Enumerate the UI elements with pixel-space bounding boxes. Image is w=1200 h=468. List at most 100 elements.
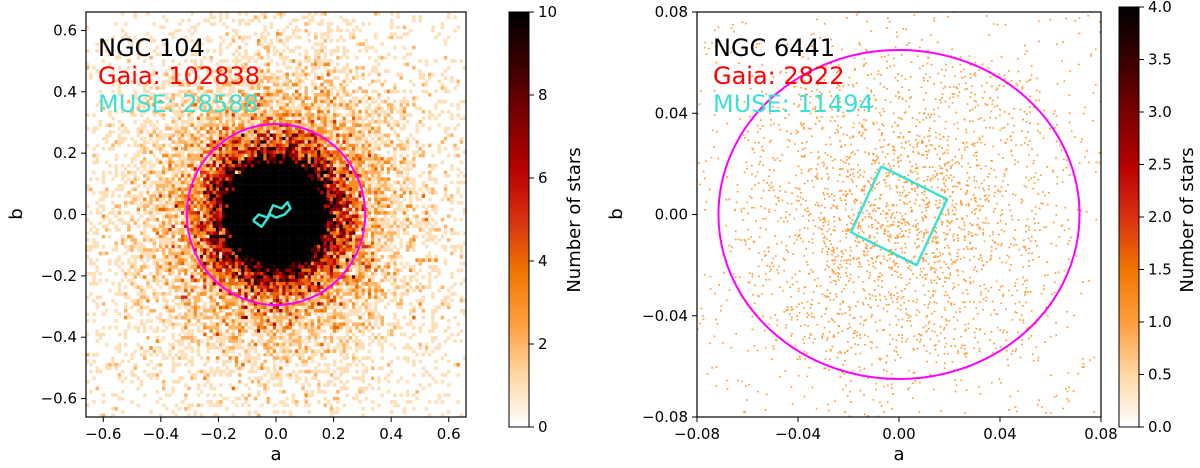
ngc104-density-bin [120, 369, 125, 374]
ngc104-density-bin [152, 170, 156, 175]
ngc104-density-bin [282, 251, 286, 256]
ngc104-density-bin [209, 184, 213, 188]
ngc104-density-bin [247, 376, 251, 381]
ngc104-density-bin [155, 298, 160, 303]
ngc104-density-bin [190, 167, 194, 171]
ngc104-density-bin [244, 383, 248, 387]
ngc104-density-bin [310, 18, 315, 23]
ngc104-density-bin [124, 292, 128, 296]
ngc104-density-bin [295, 268, 299, 273]
ngc104-density-bin [152, 103, 156, 107]
ngc104-density-bin [98, 271, 103, 276]
ngc104-density-bin [247, 393, 251, 398]
ngc104-density-bin [127, 248, 131, 252]
ngc104-density-bin [257, 295, 261, 300]
ngc104-density-bin [184, 147, 188, 151]
ngc104-density-bin [130, 379, 134, 384]
ngc104-density-bin [244, 187, 248, 192]
ngc104-density-bin [209, 103, 213, 107]
ngc104-density-bin [158, 150, 163, 155]
ngc104-density-bin [114, 167, 118, 171]
ngc104-density-bin [212, 261, 217, 266]
ngc104-density-bin [206, 180, 210, 185]
ngc104-density-bin [250, 278, 255, 283]
ngc104-density-bin [247, 221, 251, 225]
ngc104-density-bin [310, 282, 315, 286]
ngc104-density-bin [130, 106, 134, 111]
ngc104-density-bin [310, 369, 315, 374]
ngc104-density-bin [266, 93, 270, 97]
ngc104-density-bin [269, 72, 274, 77]
ngc104-density-bin [152, 224, 156, 229]
ngc104-density-bin [317, 309, 321, 313]
ngc104-density-bin [158, 204, 163, 209]
ngc104-density-bin [184, 238, 188, 242]
ngc104-density-bin [295, 177, 299, 182]
ngc104-density-bin [238, 72, 242, 77]
ngc104-density-bin [146, 89, 150, 94]
ngc104-density-bin [231, 241, 236, 246]
ngc104-density-bin [209, 72, 213, 77]
ngc104-density-bin [187, 336, 191, 340]
ngc104-density-bin [193, 93, 198, 97]
ngc104-density-bin [184, 194, 188, 198]
ngc104-density-bin [279, 184, 283, 188]
ngc104-density-bin [307, 106, 312, 111]
ngc104-density-bin [101, 177, 106, 182]
ngc104-density-bin [177, 228, 182, 232]
ngc104-density-bin [222, 103, 226, 107]
ngc104-density-bin [92, 261, 96, 266]
ngc104-density-bin [288, 194, 293, 198]
ngc104-density-bin [250, 285, 255, 290]
ngc104-density-bin [238, 258, 242, 263]
ngc104-density-bin [307, 244, 312, 249]
ngc104-density-bin [260, 150, 264, 155]
ngc104-density-bin [231, 167, 236, 171]
ngc104-density-bin [95, 329, 99, 333]
ngc104-density-bin [320, 45, 324, 50]
ngc104-density-bin [168, 133, 172, 138]
ngc104-density-bin [253, 359, 258, 364]
ngc104-density-bin [143, 224, 147, 229]
ngc104-density-bin [247, 116, 251, 121]
ngc104-density-bin [222, 204, 226, 209]
ngc104-density-bin [228, 265, 232, 269]
ngc104-density-bin [203, 258, 207, 263]
ngc104-density-bin [212, 241, 217, 246]
ngc104-density-bin [152, 251, 156, 256]
ngc104-density-bin [320, 221, 324, 225]
ngc104-density-bin [234, 32, 239, 36]
ngc104-density-bin [282, 167, 286, 171]
ngc104-density-bin [143, 265, 147, 269]
ngc104-density-bin [196, 201, 201, 205]
ngc104-density-bin [247, 275, 251, 279]
ngc104-density-bin [117, 140, 122, 144]
ngc104-density-bin [215, 190, 220, 195]
ngc104-density-bin [266, 143, 270, 148]
ngc104-density-bin [203, 275, 207, 279]
ngc104-density-bin [320, 309, 324, 313]
ngc104-density-bin [241, 302, 245, 306]
ngc104-density-bin [133, 244, 137, 249]
ngc104-density-bin [304, 292, 308, 296]
ngc104-density-bin [301, 315, 305, 320]
ngc104-density-bin [285, 356, 289, 360]
ngc104-density-bin [177, 106, 182, 111]
ngc104-density-bin [234, 359, 239, 364]
ngc104-density-bin [219, 194, 223, 198]
ngc104-density-bin [260, 285, 264, 290]
ngc104-density-bin [174, 413, 179, 417]
ngc104-density-bin [139, 109, 144, 114]
ngc104-density-bin [310, 82, 315, 87]
ngc104-density-bin [171, 106, 175, 111]
ngc104-density-bin [260, 278, 264, 283]
ngc104-density-bin [298, 197, 302, 202]
ngc104-density-bin [196, 45, 201, 50]
ngc104-density-bin [193, 180, 198, 185]
ngc104-density-bin [225, 302, 229, 306]
ngc104-density-bin [295, 363, 299, 367]
ngc104-density-bin [219, 319, 223, 323]
ngc104-density-bin [266, 315, 270, 320]
ngc104-density-bin [209, 366, 213, 371]
ngc104-density-bin [247, 204, 251, 209]
